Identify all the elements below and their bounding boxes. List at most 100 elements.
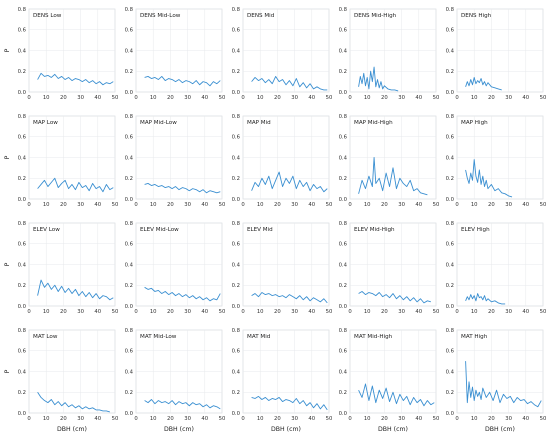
subplot-title: DENS Low <box>33 13 62 19</box>
series-line <box>251 395 328 411</box>
x-tick-label: 30 <box>291 202 298 208</box>
y-tick-label: 0.2 <box>18 69 26 75</box>
y-tick-label: 0.8 <box>232 328 241 334</box>
y-axis-label: P <box>4 262 11 266</box>
y-tick-label: 0.2 <box>446 69 454 75</box>
y-tick-label: 0.4 <box>18 262 27 268</box>
series-line <box>465 293 506 305</box>
x-tick-label: 0 <box>241 416 245 422</box>
x-tick-label: 30 <box>291 95 298 101</box>
x-tick-label: 40 <box>415 95 422 101</box>
x-tick-label: 50 <box>540 309 547 315</box>
x-tick-label: 0 <box>455 309 459 315</box>
y-tick-label: 0.8 <box>339 221 348 227</box>
y-tick-label: 0.6 <box>339 28 348 34</box>
y-tick-label: 0.6 <box>18 349 27 355</box>
y-tick-label: 0.2 <box>446 283 454 289</box>
x-tick-label: 30 <box>184 95 191 101</box>
x-tick-label: 20 <box>167 202 174 208</box>
x-tick-label: 30 <box>184 202 191 208</box>
y-tick-label: 0.0 <box>339 304 348 310</box>
y-tick-label: 0.6 <box>339 135 348 141</box>
y-tick-label: 0.4 <box>339 48 348 54</box>
series-line <box>144 286 221 302</box>
y-axis-label: P <box>4 369 11 373</box>
x-tick-label: 20 <box>167 416 174 422</box>
subplot-title: MAP Low <box>33 120 58 126</box>
y-tick-label: 0.0 <box>232 304 241 310</box>
subplot-7: 0.0 0.2 0.4 0.6 0.8 0 10 20 30 40 50 MAP Mid-Low <box>125 114 226 208</box>
y-tick-label: 0.2 <box>125 69 133 75</box>
subplot-title: MAP Mid <box>247 120 271 126</box>
series-line <box>251 171 328 193</box>
x-tick-label: 10 <box>364 416 371 422</box>
x-tick-label: 10 <box>43 416 50 422</box>
x-tick-label: 0 <box>134 202 138 208</box>
x-tick-label: 50 <box>326 202 333 208</box>
x-tick-label: 30 <box>291 309 298 315</box>
x-tick-label: 0 <box>348 309 352 315</box>
subplot-title: DENS High <box>461 13 492 19</box>
x-tick-label: 40 <box>201 416 208 422</box>
y-tick-label: 0.0 <box>125 304 134 310</box>
subplot-title: MAT Low <box>33 334 58 340</box>
x-tick-label: 0 <box>348 416 352 422</box>
y-tick-label: 0.4 <box>339 155 348 161</box>
subplot-title: ELEV Mid <box>247 227 273 233</box>
subplot-4: 0.0 0.2 0.4 0.6 0.8 0 10 20 30 40 50 DENS Mid-High <box>339 7 440 101</box>
x-tick-label: 10 <box>43 309 50 315</box>
x-tick-label: 10 <box>364 309 371 315</box>
x-tick-label: 20 <box>274 95 281 101</box>
series-line <box>144 182 221 194</box>
y-tick-label: 0.2 <box>339 390 347 396</box>
x-tick-label: 40 <box>94 309 101 315</box>
series-line <box>37 177 114 193</box>
x-tick-label: 0 <box>134 309 138 315</box>
subplot-15: 0.0 0.2 0.4 0.6 0.8 0 10 20 30 40 50 ELEV High <box>446 221 547 315</box>
x-axis-label: DBH (cm) <box>271 426 301 433</box>
x-tick-label: 20 <box>274 202 281 208</box>
x-tick-label: 10 <box>150 95 157 101</box>
x-tick-label: 0 <box>134 416 138 422</box>
subplot-12: 0.0 0.2 0.4 0.6 0.8 0 10 20 30 40 50 ELEV Mid-Low <box>125 221 226 315</box>
y-tick-label: 0.2 <box>125 283 133 289</box>
x-tick-label: 40 <box>201 202 208 208</box>
x-tick-label: 30 <box>505 309 512 315</box>
x-tick-label: 50 <box>219 416 226 422</box>
y-tick-label: 0.2 <box>339 69 347 75</box>
y-tick-label: 0.0 <box>18 90 27 96</box>
y-tick-label: 0.8 <box>446 221 455 227</box>
y-tick-label: 0.4 <box>232 155 241 161</box>
y-tick-label: 0.0 <box>339 197 348 203</box>
subplot-title: MAP Mid-Low <box>140 120 177 126</box>
subplot-18: 0.0 0.2 0.4 0.6 0.8 0 10 20 30 40 50 MAT Mid <box>232 328 333 422</box>
x-tick-label: 0 <box>348 95 352 101</box>
x-tick-label: 0 <box>27 202 31 208</box>
x-tick-label: 20 <box>167 309 174 315</box>
series-line <box>37 392 110 413</box>
x-tick-label: 40 <box>522 309 529 315</box>
x-tick-label: 30 <box>184 309 191 315</box>
x-tick-label: 0 <box>27 416 31 422</box>
subplot-11: 0.0 0.2 0.4 0.6 0.8 0 10 20 30 40 50 ELEV Low <box>18 221 119 315</box>
y-tick-label: 0.6 <box>18 135 27 141</box>
x-tick-label: 40 <box>415 416 422 422</box>
x-tick-label: 30 <box>77 416 84 422</box>
y-tick-label: 0.0 <box>125 411 134 417</box>
x-tick-label: 50 <box>433 309 440 315</box>
series-line <box>37 279 114 301</box>
x-tick-label: 50 <box>326 309 333 315</box>
x-axis-label: DBH (cm) <box>164 426 194 433</box>
series-line <box>144 399 221 410</box>
subplot-17: 0.0 0.2 0.4 0.6 0.8 0 10 20 30 40 50 MAT Mid-Low <box>125 328 226 422</box>
x-tick-label: 50 <box>219 202 226 208</box>
y-tick-label: 0.2 <box>446 390 454 396</box>
x-tick-label: 50 <box>540 95 547 101</box>
subplot-9: 0.0 0.2 0.4 0.6 0.8 0 10 20 30 40 50 MAP Mid-High <box>339 114 440 208</box>
y-tick-label: 0.4 <box>18 155 27 161</box>
subplot-6: 0.0 0.2 0.4 0.6 0.8 0 10 20 30 40 50 MAP Low <box>18 114 119 208</box>
subplot-8: 0.0 0.2 0.4 0.6 0.8 0 10 20 30 40 50 MAP Mid <box>232 114 333 208</box>
x-tick-label: 0 <box>241 95 245 101</box>
x-tick-label: 30 <box>398 416 405 422</box>
